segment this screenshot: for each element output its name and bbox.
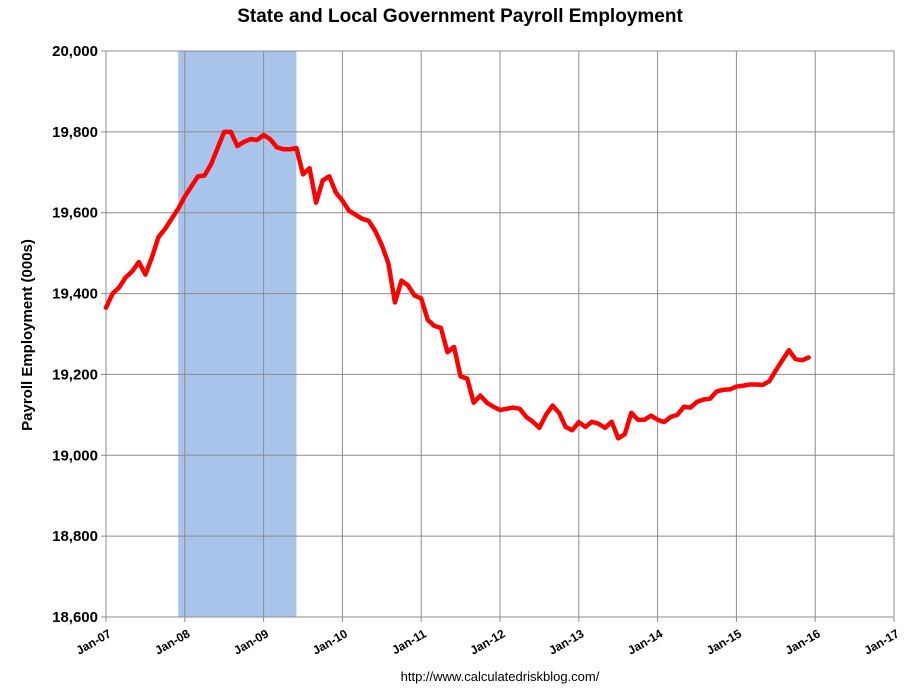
- x-tick-label: Jan-11: [389, 626, 429, 657]
- x-tick-label: Jan-15: [704, 626, 744, 657]
- y-tick-label: 20,000: [52, 43, 98, 60]
- y-tick-label: 19,800: [52, 124, 98, 141]
- x-tick-label: Jan-10: [310, 626, 350, 657]
- x-tick-label: Jan-07: [74, 626, 114, 657]
- x-tick-label: Jan-13: [546, 626, 586, 657]
- y-tick-label: 19,200: [52, 366, 98, 383]
- y-tick-label: 19,000: [52, 447, 98, 464]
- x-tick-label: Jan-08: [152, 626, 192, 657]
- y-tick-label: 19,600: [52, 205, 98, 222]
- x-tick-label: Jan-17: [862, 626, 902, 657]
- source-url: http://www.calculatedriskblog.com/: [400, 669, 600, 684]
- y-tick-label: 18,800: [52, 528, 98, 545]
- y-tick-label: 19,400: [52, 286, 98, 303]
- chart-title: State and Local Government Payroll Emplo…: [237, 6, 683, 27]
- x-tick-label: Jan-12: [468, 626, 508, 657]
- x-tick-label: Jan-14: [625, 626, 665, 657]
- y-tick-label: 18,600: [52, 609, 98, 626]
- x-tick-label: Jan-16: [783, 626, 823, 657]
- recession-band: [178, 51, 297, 617]
- series-line: [103, 129, 811, 441]
- y-axis-label: Payroll Employment (000s): [19, 239, 36, 431]
- x-tick-label: Jan-09: [231, 626, 271, 657]
